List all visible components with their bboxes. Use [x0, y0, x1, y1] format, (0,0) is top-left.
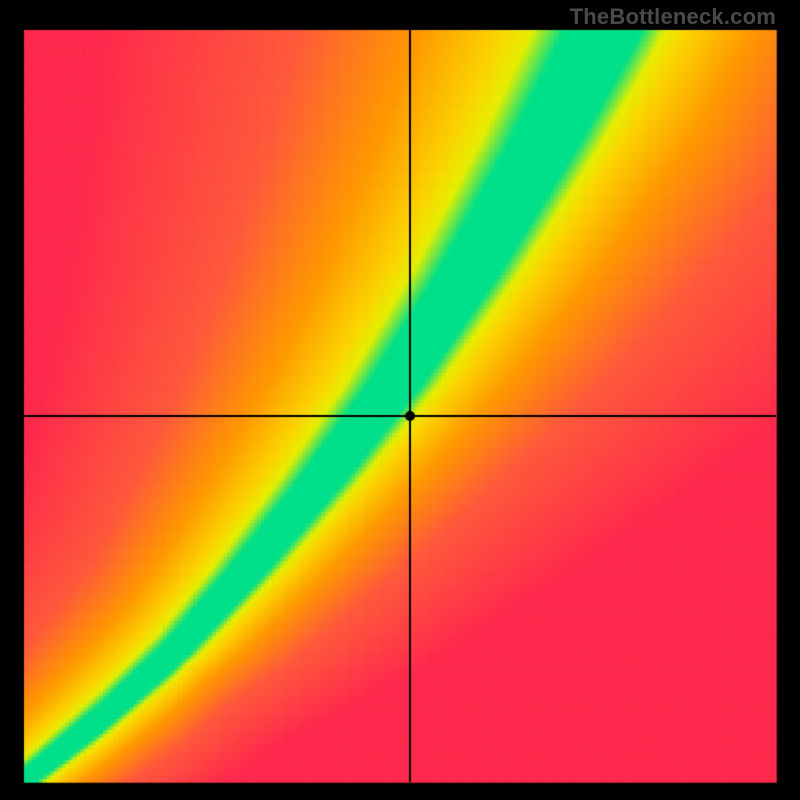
watermark-text: TheBottleneck.com	[570, 4, 776, 30]
bottleneck-heatmap	[0, 0, 800, 800]
